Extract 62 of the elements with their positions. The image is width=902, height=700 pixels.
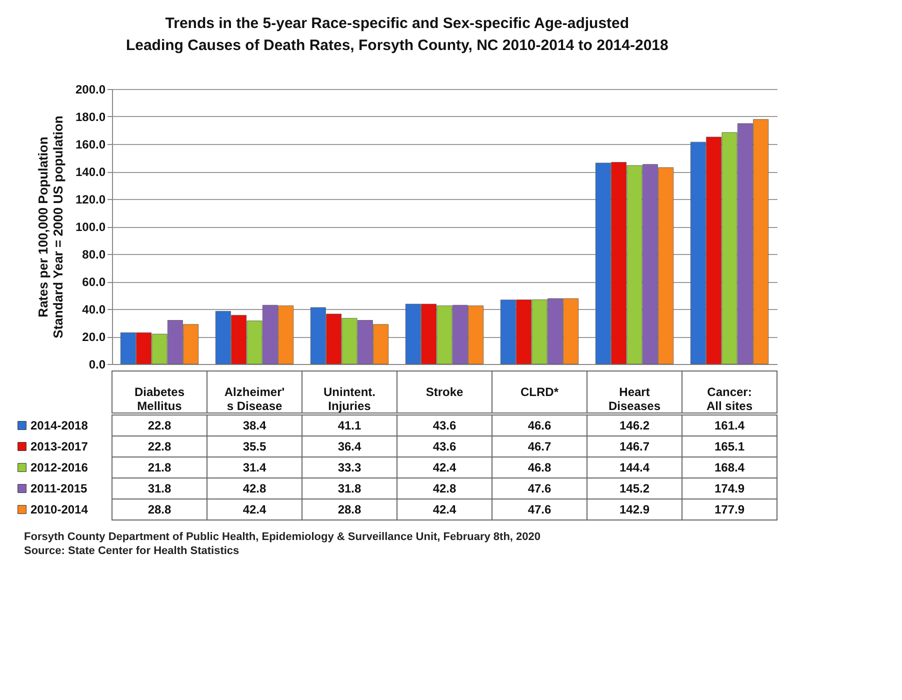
data-label: 33.3 [338,460,362,474]
data-label: 43.6 [432,418,456,432]
legend-label: 2010-2014 [30,502,88,516]
data-label: 42.4 [242,502,266,516]
x-tick-label: Unintent. Injuries [324,385,376,413]
data-label: 41.1 [338,418,362,432]
data-label: 36.4 [338,440,362,454]
x-tick-label: CLRD* [520,385,559,399]
y-tick-label: 80.0 [82,248,106,262]
x-tick-label: Heart Diseases [608,385,661,413]
y-tick-label: 0.0 [88,358,106,372]
text: Forsyth County Department of Public Health, Epidemiology & Surveillance Unit, February 8th, 2020 [24,531,542,543]
y-tick-label: 40.0 [82,302,106,316]
y-tick-label: 120.0 [75,192,106,206]
legend-label: 2013-2017 [30,440,88,454]
data-label: 46.7 [528,440,552,454]
legend-label: 2012-2016 [30,460,88,474]
data-label: 31.8 [148,482,172,496]
y-tick-label: 200.0 [75,82,106,96]
data-label: 31.4 [242,460,266,474]
data-label: 31.8 [338,482,362,496]
data-label: 145.2 [619,482,650,496]
y-tick-label: 180.0 [75,110,106,124]
data-label: 38.4 [242,418,266,432]
y-tick-label: 60.0 [82,275,106,289]
source-note: Source: State Center for Health Statistics [24,545,240,557]
legend-label: 2011-2015 [30,482,88,496]
data-label: 28.8 [338,502,362,516]
data-label: 46.6 [528,418,552,432]
x-tick-label: Cancer: All sites [706,385,753,413]
data-label: 46.8 [528,460,552,474]
data-label: 42.8 [432,482,456,496]
data-label: 42.4 [432,502,456,516]
data-label: 21.8 [148,460,172,474]
data-label: 43.6 [432,440,456,454]
y-axis-title: Rates per 100,000 Population Standard Year = 2000 US population [35,116,66,338]
y-tick-label: 160.0 [75,138,106,152]
chart-title: Trends in the 5-year Race-specific and Sex-specific Age-adjusted Leading Causes of Death Rates, Forsyth County, NC 2010-2014 to 2014-2018 [126,15,668,54]
y-tick-label: 20.0 [82,330,106,344]
legend-label: 2014-2018 [30,418,88,432]
data-label: 22.8 [148,418,172,432]
data-label: 165.1 [714,440,745,454]
data-label: 168.4 [714,460,745,474]
data-label: 146.2 [619,418,650,432]
data-label: 146.7 [619,440,650,454]
data-label: 47.6 [528,482,552,496]
data-label: 22.8 [148,440,172,454]
x-tick-label: Stroke [426,385,464,399]
data-label: 28.8 [148,502,172,516]
data-label: 142.9 [619,502,650,516]
data-label: 177.9 [714,502,745,516]
data-label: 42.8 [242,482,266,496]
data-label: 161.4 [714,418,745,432]
data-label: 42.4 [432,460,456,474]
data-label: 144.4 [619,460,650,474]
data-label: 174.9 [714,482,745,496]
x-tick-label: Diabetes Mellitus [134,385,185,413]
y-tick-label: 100.0 [75,220,106,234]
y-tick-label: 140.0 [75,165,106,179]
data-label: 35.5 [242,440,266,454]
x-tick-label: Alzheimer' s Disease [224,385,285,413]
data-label: 47.6 [528,502,552,516]
